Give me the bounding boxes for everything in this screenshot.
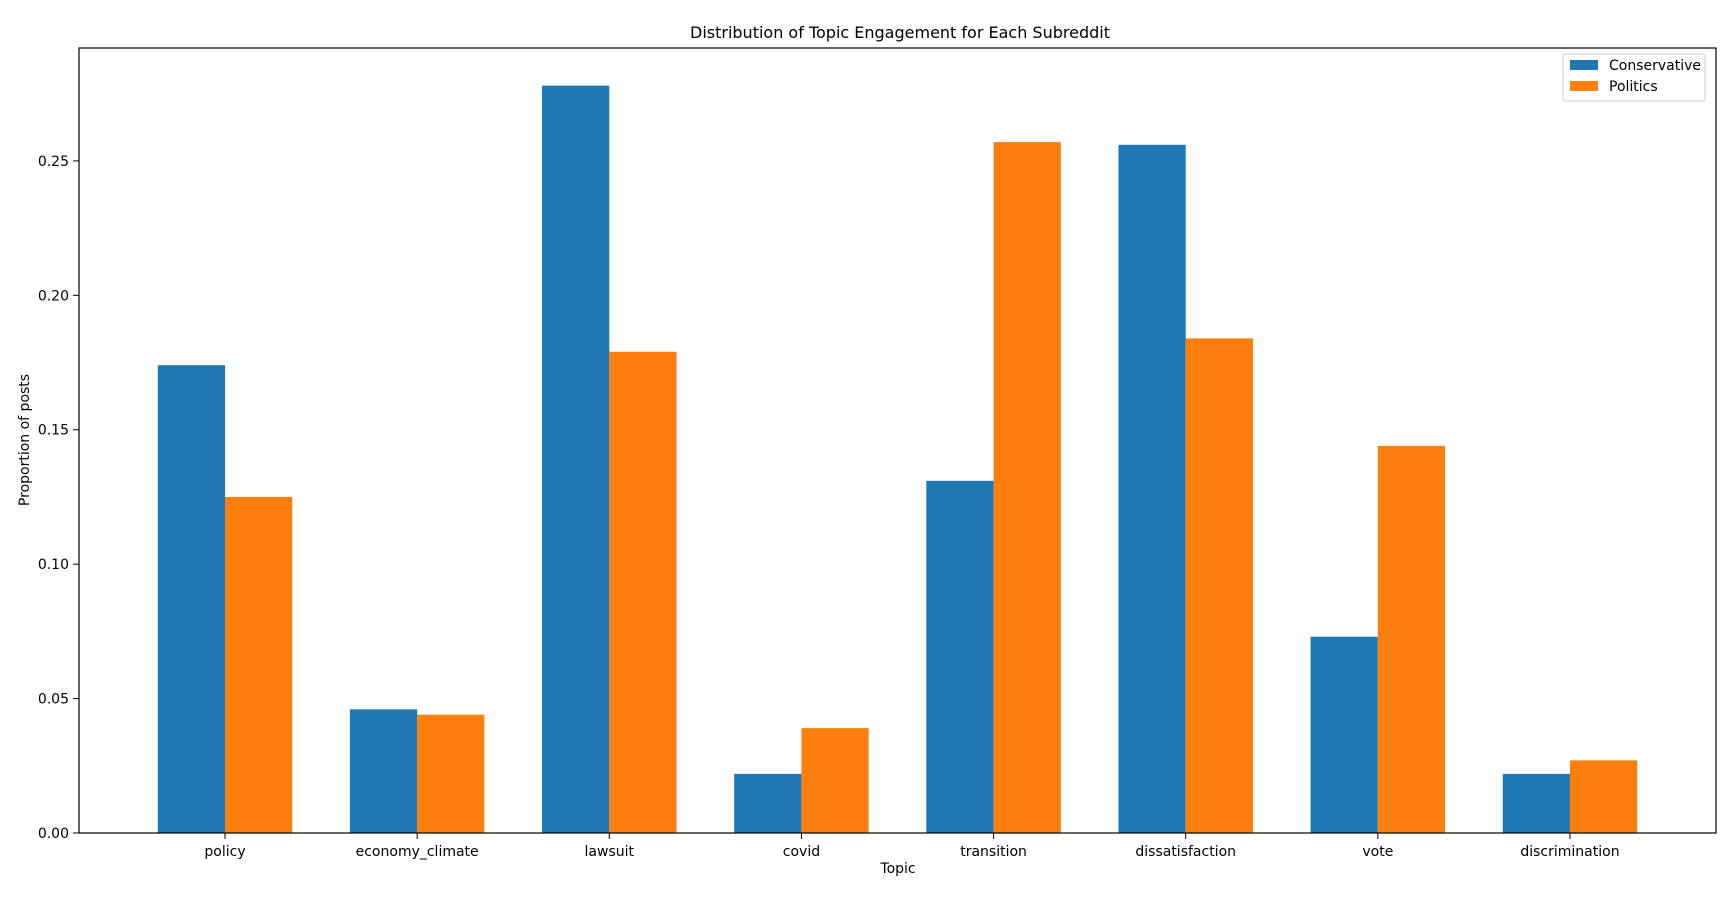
x-tick-label-vote: vote xyxy=(1362,844,1393,860)
x-tick-label-transition: transition xyxy=(960,844,1027,860)
legend-label-politics: Politics xyxy=(1609,79,1658,95)
bar-conservative-covid xyxy=(734,773,802,833)
x-tick-label-covid: covid xyxy=(783,844,820,860)
chart-title: Distribution of Topic Engagement for Eac… xyxy=(690,23,1110,42)
legend: Conservative Politics xyxy=(1562,53,1706,102)
y-tick-label: 0.25 xyxy=(38,154,69,170)
bar-politics-policy xyxy=(225,496,293,833)
bar-conservative-dissatisfaction xyxy=(1118,144,1186,833)
bar-conservative-policy xyxy=(157,365,226,833)
bar-politics-vote xyxy=(1377,445,1446,833)
bar-conservative-lawsuit xyxy=(542,85,610,834)
bar-politics-covid xyxy=(801,728,869,833)
y-tick-label: 0.15 xyxy=(38,423,69,439)
x-tick-label-policy: policy xyxy=(204,844,245,860)
legend-box xyxy=(1562,53,1706,102)
legend-swatch-politics xyxy=(1570,81,1598,91)
bar-politics-economy-climate xyxy=(417,714,485,833)
legend-swatch-conservative xyxy=(1570,60,1598,70)
bar-conservative-discrimination xyxy=(1502,773,1570,833)
y-tick-label: 0.20 xyxy=(38,288,69,304)
x-tick-label-economy-climate: economy_climate xyxy=(356,844,479,860)
bar-conservative-transition xyxy=(926,480,994,833)
x-tick-label-dissatisfaction: dissatisfaction xyxy=(1135,844,1236,860)
y-tick-label: 0.05 xyxy=(38,692,69,708)
y-tick-label: 0.00 xyxy=(38,826,69,842)
x-tick-label-lawsuit: lawsuit xyxy=(585,844,635,860)
bar-politics-lawsuit xyxy=(609,351,677,833)
x-axis-label: Topic xyxy=(879,861,915,877)
bar-politics-transition xyxy=(993,142,1061,833)
legend-label-conservative: Conservative xyxy=(1609,58,1701,74)
plot-frame xyxy=(78,47,1717,834)
bar-conservative-vote xyxy=(1310,636,1378,833)
bar-politics-dissatisfaction xyxy=(1185,338,1253,833)
y-axis-label: Proportion of posts xyxy=(17,374,33,506)
bar-politics-discrimination xyxy=(1569,760,1638,833)
bar-conservative-economy-climate xyxy=(349,709,418,833)
x-tick-label-discrimination: discrimination xyxy=(1520,844,1619,860)
y-tick-label: 0.10 xyxy=(38,557,69,573)
